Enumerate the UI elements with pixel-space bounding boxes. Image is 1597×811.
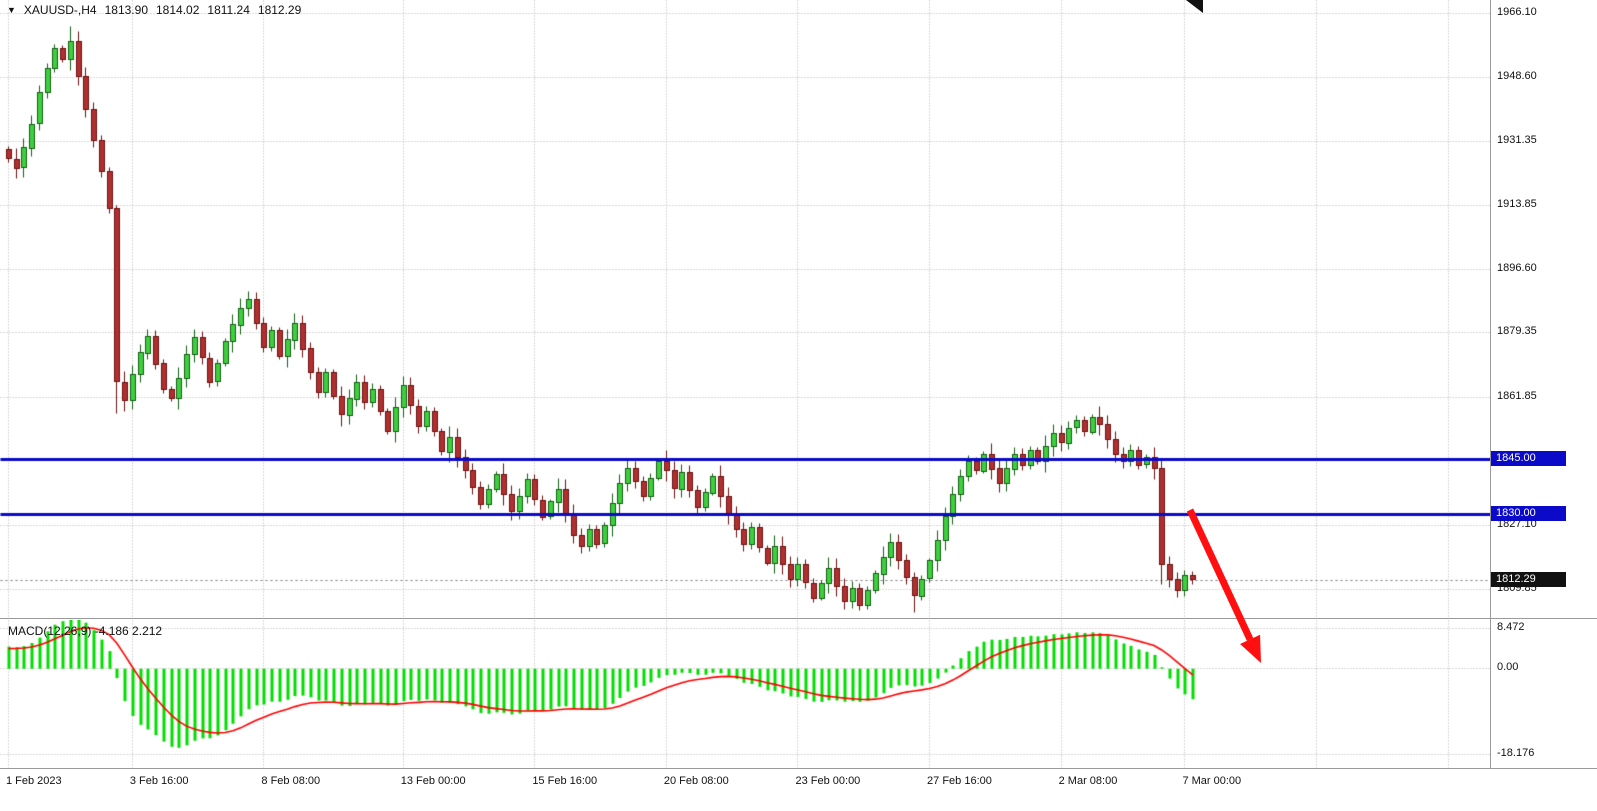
price-axis-label: 1948.60 xyxy=(1497,70,1537,83)
time-axis[interactable]: 1 Feb 2023 3 Feb 16:00 8 Feb 08:00 13 Feb 0… xyxy=(0,769,1597,811)
macd-axis[interactable]: 8.472 0.00 -18.176 xyxy=(1491,620,1597,768)
macd-axis-label: 0.00 xyxy=(1497,661,1519,674)
time-axis-label: 15 Feb 16:00 xyxy=(532,775,598,787)
macd-indicator-label: MACD(12,26,9) -4.186 2.212 xyxy=(8,624,163,638)
chart-shift-marker-icon[interactable] xyxy=(1186,0,1203,13)
symbol-timeframe-label: XAUUSD-,H4 xyxy=(23,3,97,17)
price-axis-label: 1931.35 xyxy=(1497,133,1537,146)
current-price-badge: 1812.29 xyxy=(1491,571,1566,587)
price-axis-label: 1896.60 xyxy=(1497,261,1537,274)
price-axis-label: 1913.85 xyxy=(1497,198,1537,211)
panel-separator[interactable] xyxy=(0,768,1597,769)
time-axis-label: 1 Feb 2023 xyxy=(6,775,62,787)
quote-close: 1812.29 xyxy=(257,3,302,17)
quote-low: 1811.24 xyxy=(207,3,250,17)
macd-indicator-canvas[interactable] xyxy=(0,620,1490,768)
hline-price-badge-1830: 1830.00 xyxy=(1491,506,1566,522)
price-axis-label: 1879.35 xyxy=(1497,325,1537,338)
time-axis-label: 27 Feb 16:00 xyxy=(927,775,992,787)
chart-header: ▼ XAUUSD-,H4 1813.90 1814.02 1811.24 181… xyxy=(7,3,301,17)
quote-open: 1813.90 xyxy=(104,3,148,17)
price-axis-label: 1861.85 xyxy=(1497,389,1537,402)
price-chart-canvas[interactable] xyxy=(0,0,1490,618)
price-axis-label: 1966.10 xyxy=(1497,5,1537,18)
macd-axis-label: 8.472 xyxy=(1497,621,1525,634)
symbol-dropdown-icon[interactable]: ▼ xyxy=(7,5,16,15)
time-axis-label: 23 Feb 00:00 xyxy=(795,775,861,787)
panel-separator[interactable] xyxy=(0,618,1597,619)
time-axis-label: 20 Feb 08:00 xyxy=(663,775,729,787)
hline-price-badge-1845: 1845.00 xyxy=(1491,451,1566,467)
time-axis-label: 3 Feb 16:00 xyxy=(129,775,189,787)
quote-high: 1814.02 xyxy=(156,3,200,17)
time-axis-label: 2 Mar 08:00 xyxy=(1058,775,1118,787)
time-axis-label: 8 Feb 08:00 xyxy=(261,775,321,787)
time-axis-label: 13 Feb 00:00 xyxy=(400,775,466,787)
time-axis-label: 7 Mar 00:00 xyxy=(1182,775,1242,787)
macd-axis-label: -18.176 xyxy=(1497,747,1535,760)
price-axis[interactable]: 1966.10 1948.60 1931.35 1913.85 1896.60 1879.… xyxy=(1491,0,1597,618)
price-scale-border xyxy=(1490,0,1491,769)
